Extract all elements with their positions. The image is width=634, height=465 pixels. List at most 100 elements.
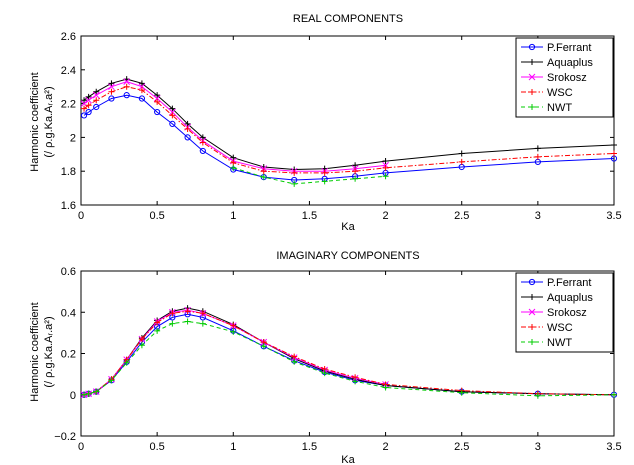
data-point [528,73,536,81]
data-point [154,319,161,326]
x-tick-label: 1.5 [302,210,317,222]
data-point [528,278,536,286]
x-tick-label: 3.5 [606,441,621,453]
legend-label: P.Ferrant [547,277,591,289]
data-point [169,108,176,116]
data-point [529,59,535,65]
x-axis-label: Ka [341,221,355,233]
data-point [529,339,535,345]
y-tick-label: 2.4 [61,65,76,77]
legend-label: NWT [547,102,572,114]
data-point [169,310,176,317]
x-tick-label: 3 [535,441,541,453]
x-tick-label: 0.5 [149,210,164,222]
x-tick-label: 3.5 [606,210,621,222]
data-point [93,97,100,104]
data-point [81,97,88,104]
data-point [138,336,145,343]
data-point [382,164,389,171]
data-point [199,147,206,155]
data-point [169,120,176,127]
data-point [458,150,465,157]
data-point [108,83,115,91]
data-point [138,95,146,102]
data-point [85,102,92,109]
data-point [291,180,298,187]
data-point [138,342,145,349]
data-point [154,92,161,99]
data-point [528,43,536,51]
data-point [93,103,100,111]
data-point [199,320,206,327]
data-point [291,358,298,365]
data-point [184,134,191,141]
data-point [108,88,115,95]
data-point [230,164,237,171]
data-point [260,343,267,350]
data-point [108,95,115,102]
y-tick-label: 0 [70,390,76,402]
y-axis-label-line2: (/ ρ.g.Ka.Aᵣ.a²) [43,316,55,387]
chart-title: REAL COMPONENTS [293,13,403,25]
data-point [85,93,92,100]
data-point [352,168,359,175]
data-point [184,318,191,325]
y-axis-label-line1: Harmonic coefficient [29,72,41,171]
data-point [230,154,237,161]
data-point [352,378,359,385]
data-point [184,120,191,127]
data-point [291,353,298,360]
data-point [138,83,146,91]
data-point [611,150,617,157]
data-point [199,139,206,146]
x-tick-label: 1 [230,441,236,453]
series-line [83,81,386,172]
data-point [199,134,206,141]
data-point [138,80,145,87]
data-point [154,98,161,105]
data-point [80,112,88,119]
data-point [154,108,161,116]
y-tick-label: 1.6 [61,200,76,212]
data-point [85,108,92,116]
y-tick-label: 2.6 [61,31,76,43]
series-line [233,167,386,185]
legend-label: Srokosz [547,307,587,319]
data-point [529,104,535,110]
data-point [321,169,328,176]
legend: P.Ferrant Aquaplus Srokosz WSC NWT [515,272,614,353]
data-point [123,78,131,85]
data-point [230,328,237,335]
data-point [81,105,88,112]
imaginary-components-chart: IMAGINARY COMPONENTS Harmonic coefficien… [29,250,622,465]
data-point [260,174,267,181]
data-point [123,92,130,99]
x-tick-label: 0.5 [149,441,164,453]
data-point [534,145,541,152]
data-point [529,324,535,330]
data-point [528,308,536,316]
data-point [352,175,359,182]
data-point [184,308,191,315]
series-nwt [230,164,389,187]
data-point [169,320,176,327]
y-tick-label: 2 [70,132,76,144]
data-point [169,112,176,119]
data-point [529,294,535,300]
y-tick-label: 0.4 [61,307,76,319]
data-point [85,96,92,104]
legend-label: NWT [547,337,572,349]
data-point [93,88,100,95]
data-point [230,159,237,166]
legend-label: Aquaplus [547,57,593,69]
data-point [321,370,328,377]
y-tick-label: 0.2 [61,349,76,361]
x-tick-label: 0 [78,210,84,222]
data-point [85,390,92,397]
data-point [534,392,541,399]
data-point [352,162,359,169]
legend-label: Srokosz [547,72,587,84]
data-point [321,178,328,185]
data-point [534,153,541,160]
